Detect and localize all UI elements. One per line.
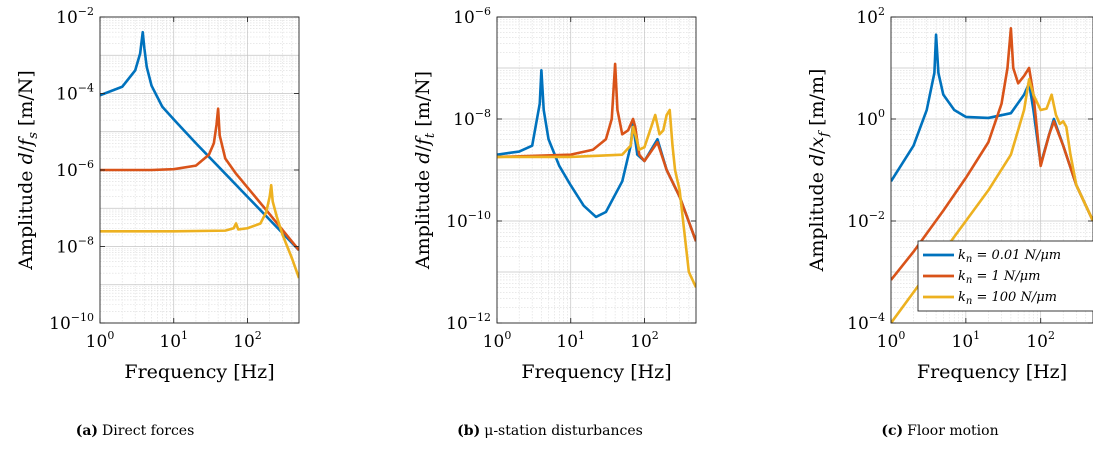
x-tick-label: 101 <box>556 329 585 352</box>
x-tick-label: 101 <box>952 329 981 352</box>
y-axis-label-text: Amplitude d/xf [m/m] <box>806 69 832 273</box>
legend-label: kn = 1 N/μm <box>958 269 1040 286</box>
x-tick-label: 100 <box>877 329 906 352</box>
caption-a: (a) Direct forces <box>40 423 230 439</box>
tick-marks <box>99 16 299 324</box>
y-tick-label: 102 <box>856 5 885 28</box>
axes-box <box>890 16 1093 324</box>
y-axis-label-text: Amplitude d/fs [m/N] <box>15 70 41 271</box>
y-tick-label: 10−12 <box>446 311 491 334</box>
x-axis-label: Frequency [Hz] <box>917 361 1067 383</box>
tick-marks <box>890 16 1093 324</box>
axes-box <box>496 16 697 324</box>
series-line <box>100 107 299 252</box>
legend: kn = 0.01 N/μm kn = 1 N/μm kn = 100 N/μm <box>917 240 1093 312</box>
series-line <box>891 78 1093 323</box>
y-axis-label: Amplitude d/xf [m/m] <box>806 69 832 273</box>
x-axis-label: Frequency [Hz] <box>124 361 274 383</box>
series-line <box>891 27 1093 281</box>
x-axis-label: Frequency [Hz] <box>521 361 671 383</box>
y-axis-label: Amplitude d/ft [m/N] <box>412 71 438 270</box>
caption-text: μ-station disturbances <box>484 423 643 439</box>
series-group <box>497 62 696 288</box>
x-tick-label: 102 <box>630 329 659 352</box>
y-tick-label: 10−8 <box>453 107 491 130</box>
y-axis-label-text: Amplitude d/ft [m/N] <box>412 71 438 270</box>
y-tick-label: 10−6 <box>453 5 491 28</box>
y-tick-label: 10−10 <box>446 209 491 232</box>
series-line <box>100 183 299 279</box>
caption-tag: (c) <box>881 423 904 439</box>
series-group <box>891 27 1093 323</box>
caption-c: (c) Floor motion <box>840 423 1040 439</box>
caption-tag: (b) <box>457 423 481 439</box>
series-line <box>497 62 696 242</box>
y-tick-label: 10−10 <box>49 311 94 334</box>
y-tick-label: 10−2 <box>56 5 94 28</box>
chart-panel: 100 101 102 10−4 10−2 100 102 Frequency [Hz] Amp… <box>806 5 1093 383</box>
x-tick-label: 100 <box>86 329 115 352</box>
y-tick-label: 10−6 <box>56 158 94 181</box>
legend-label: kn = 100 N/μm <box>958 290 1057 307</box>
x-tick-label: 101 <box>159 329 188 352</box>
x-tick-label: 100 <box>483 329 512 352</box>
caption-text: Floor motion <box>907 423 999 439</box>
series-line <box>100 30 299 252</box>
series-line <box>497 108 696 288</box>
y-tick-label: 10−4 <box>847 311 885 334</box>
x-tick-label: 102 <box>233 329 262 352</box>
tick-marks <box>496 16 696 324</box>
y-axis-label: Amplitude d/fs [m/N] <box>15 70 41 271</box>
caption-b: (b) μ-station disturbances <box>420 423 680 439</box>
y-tick-label: 10−8 <box>56 235 94 258</box>
caption-tag: (a) <box>75 423 99 439</box>
legend-label: kn = 0.01 N/μm <box>958 248 1061 265</box>
y-tick-label: 10−4 <box>56 82 94 105</box>
y-tick-label: 10−2 <box>847 209 885 232</box>
chart-panel: 100 101 102 10−12 10−10 10−8 10−6 Frequency [Hz… <box>412 5 697 383</box>
y-tick-label: 100 <box>856 107 885 130</box>
x-tick-label: 102 <box>1026 329 1055 352</box>
caption-text: Direct forces <box>102 423 195 439</box>
chart-panel: 100 101 102 10−10 10−8 10−6 10−4 10−2 Frequency … <box>15 5 300 383</box>
series-group <box>100 30 299 279</box>
